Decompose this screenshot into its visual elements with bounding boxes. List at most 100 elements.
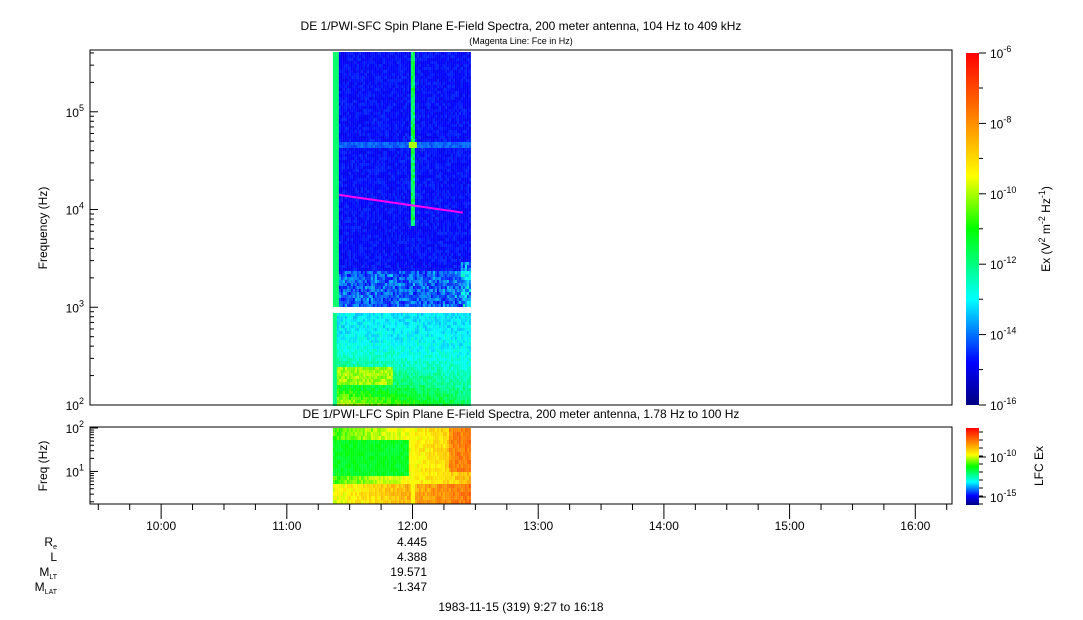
sfc-cell	[380, 67, 383, 70]
sfc-cell	[374, 265, 377, 268]
sfc-cell	[352, 82, 355, 85]
sfc-cell	[396, 385, 399, 388]
sfc-cell	[348, 259, 351, 262]
sfc-cell	[352, 190, 355, 193]
sfc-cell	[412, 283, 415, 286]
sfc-cell	[384, 283, 387, 286]
sfc-cell	[332, 115, 335, 118]
sfc-cell	[356, 247, 359, 250]
sfc-cell	[416, 277, 419, 280]
sfc-cell	[362, 148, 365, 151]
sfc-cell	[404, 397, 407, 400]
sfc-cell	[348, 292, 351, 295]
sfc-cell	[356, 208, 359, 211]
sfc-cell	[412, 214, 415, 217]
sfc-cell	[374, 76, 377, 79]
sfc-cell	[348, 112, 351, 115]
sfc-cell	[412, 193, 415, 196]
sfc-cell	[374, 181, 377, 184]
sfc-cell	[358, 148, 361, 151]
sfc-cell	[394, 385, 397, 388]
sfc-cell	[378, 157, 381, 160]
sfc-cell	[336, 82, 339, 85]
sfc-cell	[400, 349, 403, 352]
sfc-cell	[396, 238, 399, 241]
sfc-cell	[414, 283, 417, 286]
sfc-cell	[388, 394, 391, 397]
sfc-cell	[360, 211, 363, 214]
sfc-cell	[396, 274, 399, 277]
sfc-cell	[396, 394, 399, 397]
sfc-cell	[346, 373, 349, 376]
sfc-cell	[366, 214, 369, 217]
sfc-cell	[362, 241, 365, 244]
sfc-cell	[388, 235, 391, 238]
sfc-cell	[336, 289, 339, 292]
sfc-cell	[382, 250, 385, 253]
sfc-cell	[394, 61, 397, 64]
sfc-cell	[382, 160, 385, 163]
sfc-cell	[374, 229, 377, 232]
sfc-cell	[396, 205, 399, 208]
sfc-cell	[336, 133, 339, 136]
sfc-cell	[402, 82, 405, 85]
sfc-cell	[398, 226, 401, 229]
sfc-cell	[334, 259, 337, 262]
sfc-cell	[414, 274, 417, 277]
sfc-cell	[358, 370, 361, 373]
sfc-cell	[400, 394, 403, 397]
sfc-cell	[384, 400, 387, 403]
sfc-cell	[340, 181, 343, 184]
sfc-cell	[360, 208, 363, 211]
sfc-cell	[398, 154, 401, 157]
sfc-cell	[370, 235, 373, 238]
sfc-cell	[388, 133, 391, 136]
sfc-cell	[368, 268, 371, 271]
sfc-cell	[342, 58, 345, 61]
sfc-cell	[402, 325, 405, 328]
sfc-cell	[362, 109, 365, 112]
sfc-cell	[374, 274, 377, 277]
sfc-cell	[378, 118, 381, 121]
sfc-cell	[364, 292, 367, 295]
sfc-cell	[380, 130, 383, 133]
sfc-cell	[402, 322, 405, 325]
sfc-cell	[384, 343, 387, 346]
sfc-cell	[386, 385, 389, 388]
sfc-cell	[404, 145, 407, 148]
sfc-cell	[388, 52, 391, 55]
sfc-cell	[358, 205, 361, 208]
sfc-cell	[332, 334, 335, 337]
sfc-cell	[392, 67, 395, 70]
sfc-cell	[400, 208, 403, 211]
sfc-cell	[404, 352, 407, 355]
sfc-cell	[406, 247, 409, 250]
sfc-cell	[372, 121, 375, 124]
sfc-cell	[334, 181, 337, 184]
sfc-cell	[348, 256, 351, 259]
sfc-cell	[394, 301, 397, 304]
sfc-cell	[394, 253, 397, 256]
sfc-cell	[398, 244, 401, 247]
sfc-cell	[348, 148, 351, 151]
sfc-cell	[332, 259, 335, 262]
sfc-cell	[332, 220, 335, 223]
sfc-cell	[406, 199, 409, 202]
sfc-cell	[348, 313, 351, 316]
sfc-cell	[416, 289, 419, 292]
sfc-cell	[398, 283, 401, 286]
sfc-cell	[386, 160, 389, 163]
sfc-cell	[360, 205, 363, 208]
sfc-cell	[384, 88, 387, 91]
sfc-cell	[376, 91, 379, 94]
sfc-cell	[378, 130, 381, 133]
sfc-cell	[380, 94, 383, 97]
sfc-cell	[358, 127, 361, 130]
sfc-cell	[412, 94, 415, 97]
sfc-cell	[394, 259, 397, 262]
sfc-cell	[352, 391, 355, 394]
sfc-cell	[352, 97, 355, 100]
sfc-cell	[380, 211, 383, 214]
sfc-cell	[334, 358, 337, 361]
sfc-cell	[388, 346, 391, 349]
